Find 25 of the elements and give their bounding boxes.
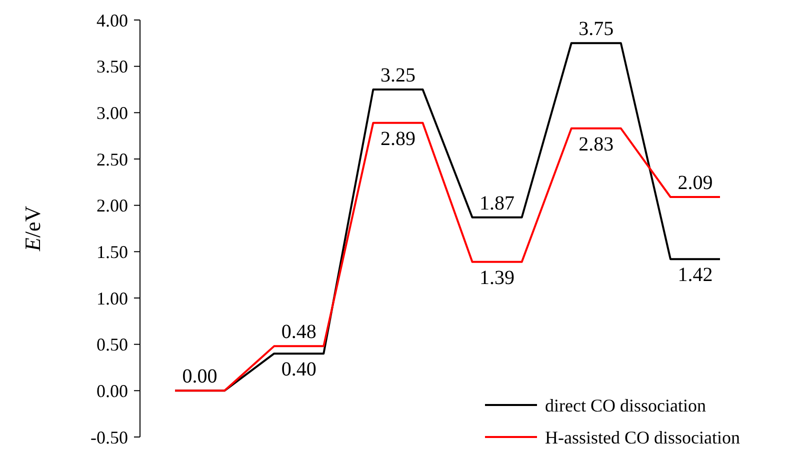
y-tick-label: 3.00 <box>96 102 128 123</box>
data-label: 2.89 <box>380 128 416 150</box>
data-label: 1.87 <box>480 192 515 214</box>
y-tick-label: 2.00 <box>96 196 128 216</box>
legend-label: direct CO dissociation <box>545 395 706 416</box>
data-label: 0.40 <box>281 358 316 381</box>
data-label: 3.75 <box>578 18 614 40</box>
y-tick-label: 0.50 <box>96 334 128 355</box>
legend-label: H-assisted CO dissociation <box>545 427 740 448</box>
y-tick-label: 0.00 <box>96 380 128 401</box>
data-label: 1.39 <box>480 266 515 289</box>
line-series <box>174 122 721 392</box>
y-tick-label: 2.50 <box>96 149 128 170</box>
y-tick-label: -0.50 <box>90 427 128 448</box>
data-label: 0.48 <box>281 321 316 344</box>
y-axis-title: E/eV <box>20 206 45 252</box>
y-tick-label: 1.50 <box>96 242 128 262</box>
y-tick-label: 1.00 <box>96 288 128 308</box>
data-label: 3.25 <box>380 64 416 86</box>
y-tick-label: 3.50 <box>96 56 128 77</box>
data-label: 1.42 <box>678 264 713 286</box>
data-label: 2.83 <box>578 133 614 156</box>
data-label: 0.00 <box>182 366 218 388</box>
y-tick-label: 4.00 <box>96 10 128 30</box>
data-label: 2.09 <box>678 172 713 194</box>
